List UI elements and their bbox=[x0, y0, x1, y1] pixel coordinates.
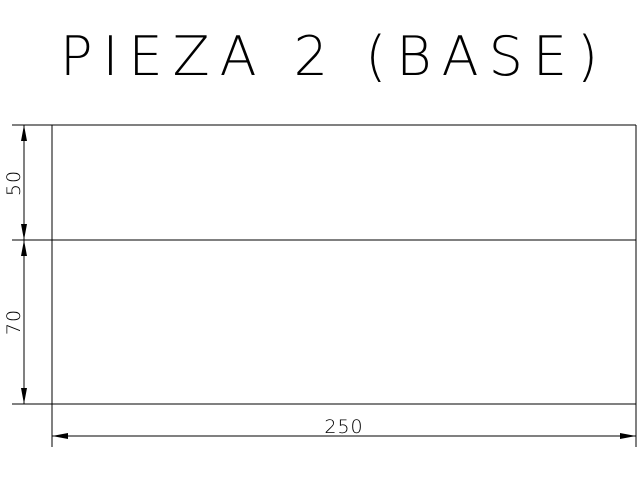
arrow-upper-bottom bbox=[21, 224, 27, 240]
dimension-label-width: 250 bbox=[324, 416, 363, 438]
arrow-lower-bottom bbox=[21, 388, 27, 404]
arrow-width-left bbox=[52, 433, 68, 439]
drawing-title: PIEZA 2 (BASE) bbox=[60, 25, 608, 88]
arrow-width-right bbox=[620, 433, 636, 439]
dimension-label-lower-height: 70 bbox=[3, 309, 25, 335]
dimension-label-upper-height: 50 bbox=[3, 170, 25, 196]
arrow-upper-top bbox=[21, 125, 27, 141]
arrow-lower-top bbox=[21, 240, 27, 256]
